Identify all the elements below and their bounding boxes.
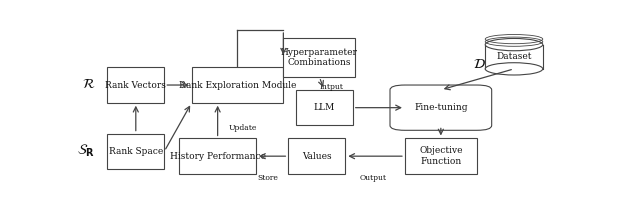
FancyBboxPatch shape	[179, 138, 256, 174]
Text: Rank Space: Rank Space	[109, 147, 163, 156]
Text: Dataset: Dataset	[496, 52, 532, 61]
Text: History Performance: History Performance	[170, 152, 266, 161]
FancyBboxPatch shape	[108, 67, 164, 103]
Text: $\mathcal{R}$: $\mathcal{R}$	[83, 77, 95, 91]
FancyBboxPatch shape	[288, 138, 346, 174]
FancyBboxPatch shape	[390, 85, 492, 130]
Text: Rank Exploration Module: Rank Exploration Module	[179, 80, 296, 89]
Text: Fine-tuning: Fine-tuning	[414, 103, 468, 112]
Text: Output: Output	[359, 174, 386, 182]
Text: $\mathcal{D}$: $\mathcal{D}$	[473, 57, 486, 71]
FancyBboxPatch shape	[296, 90, 353, 125]
Text: Rank Vectors: Rank Vectors	[106, 80, 166, 89]
Text: Update: Update	[228, 124, 257, 132]
FancyBboxPatch shape	[405, 138, 477, 174]
Text: LLM: LLM	[314, 103, 335, 112]
FancyBboxPatch shape	[284, 38, 355, 77]
Text: Values: Values	[302, 152, 332, 161]
Text: Objective
Function: Objective Function	[419, 147, 463, 166]
Text: $\mathcal{S}_{\mathbf{R}}$: $\mathcal{S}_{\mathbf{R}}$	[77, 142, 95, 159]
FancyBboxPatch shape	[485, 45, 543, 69]
FancyBboxPatch shape	[108, 134, 164, 169]
Text: Store: Store	[257, 174, 278, 182]
Text: Hyperparameter
Combinations: Hyperparameter Combinations	[281, 48, 358, 67]
Ellipse shape	[485, 63, 543, 75]
Text: Intput: Intput	[320, 83, 344, 91]
FancyBboxPatch shape	[191, 67, 284, 103]
Ellipse shape	[485, 38, 543, 51]
